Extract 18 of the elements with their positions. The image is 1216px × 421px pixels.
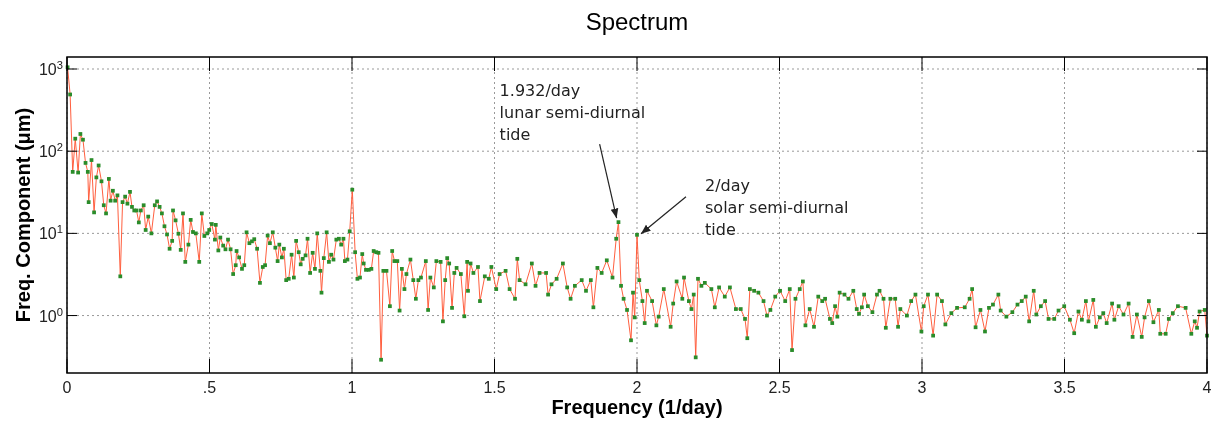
x-tick-label: 2	[632, 379, 642, 396]
x-tick-label: 3	[917, 379, 927, 396]
x-tick-label: .5	[202, 379, 217, 396]
annotation: 1.932/day lunar semi-diurnal tide	[499, 81, 646, 145]
y-tick-label: 10$^{1}$	[38, 223, 63, 243]
x-tick-label: 0	[62, 379, 72, 396]
x-tick-label: 3.5	[1053, 379, 1076, 396]
x-tick-label: 2.5	[768, 379, 791, 396]
x-tick-label: 4	[1202, 379, 1212, 396]
y-axis-title: Freq. Component (μm)	[12, 107, 34, 323]
annotation: 2/day solar semi-diurnal tide	[705, 175, 849, 239]
x-tick-label: 1.5	[483, 379, 506, 396]
x-tick-label: 1	[347, 379, 357, 396]
y-tick-label: 10$^{2}$	[38, 141, 63, 161]
y-tick-label: 10$^{3}$	[38, 59, 63, 79]
chart-title: Spectrum	[585, 8, 689, 35]
y-tick-label: 10$^{0}$	[38, 305, 63, 325]
x-axis-title: Frequency (1/day)	[551, 396, 723, 418]
